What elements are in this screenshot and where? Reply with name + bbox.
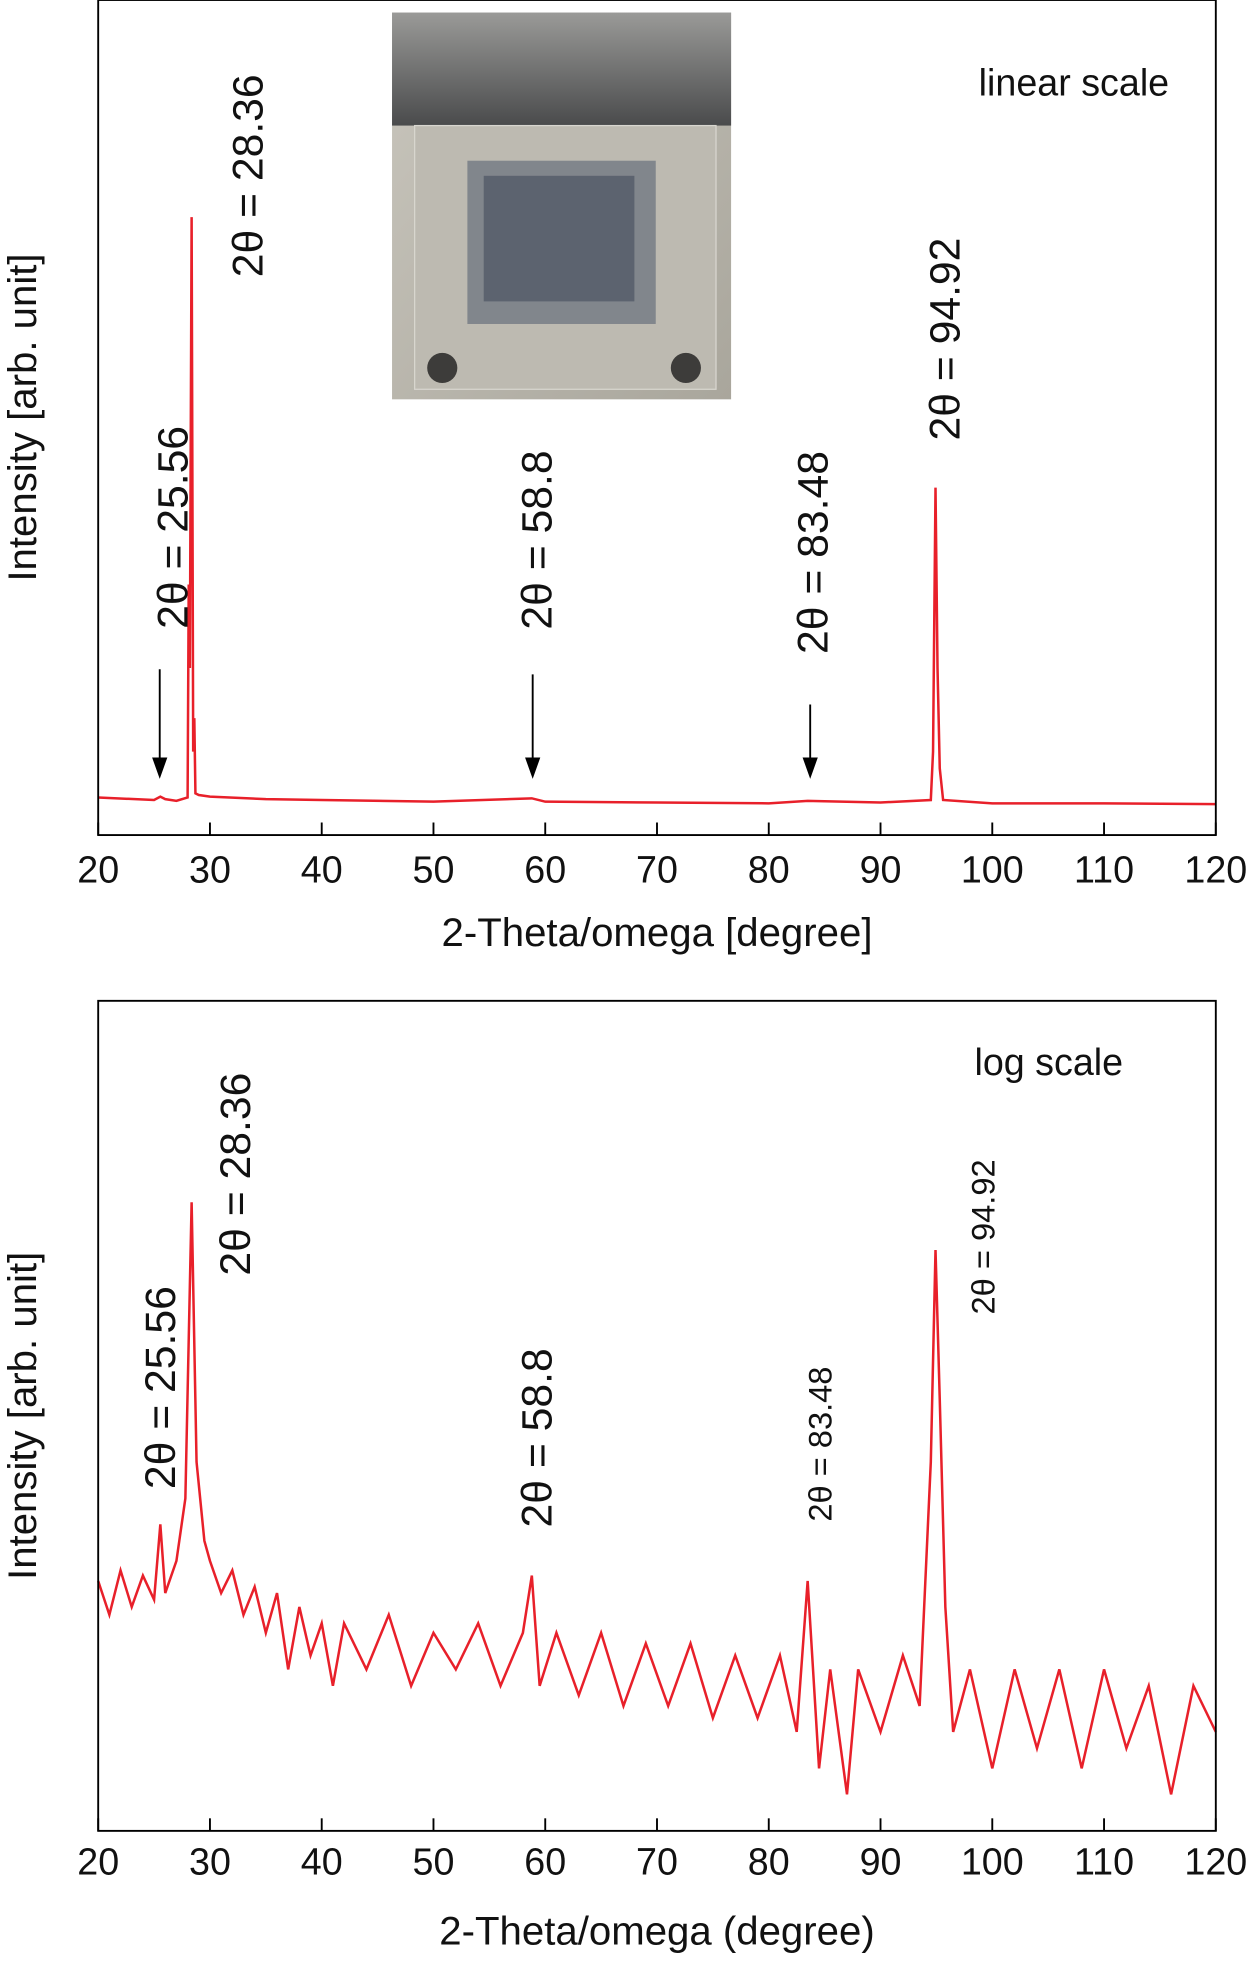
x-tick-label: 120 xyxy=(1184,1841,1247,1883)
annotation: 2θ = 58.8 xyxy=(513,450,561,629)
y-axis-label: Intensity [arb. unit] xyxy=(0,1252,45,1580)
x-tick-label: 120 xyxy=(1184,849,1247,891)
x-tick-label: 20 xyxy=(77,849,119,891)
x-tick-label: 30 xyxy=(189,849,231,891)
x-tick-label: 90 xyxy=(860,1841,902,1883)
annotation: 2θ = 28.36 xyxy=(225,74,273,277)
x-tick-label: 70 xyxy=(636,1841,678,1883)
x-tick-label: 110 xyxy=(1074,849,1134,891)
x-axis-label: 2-Theta/omega [degree] xyxy=(441,910,872,955)
annotation: 2θ = 83.48 xyxy=(801,1367,838,1522)
x-tick-label: 20 xyxy=(77,1841,119,1883)
x-tick-label: 80 xyxy=(748,849,790,891)
annotation: 2θ = 28.36 xyxy=(212,1073,260,1276)
x-tick-label: 50 xyxy=(413,849,455,891)
annotation: 2θ = 58.8 xyxy=(513,1348,561,1527)
x-tick-label: 60 xyxy=(524,849,566,891)
annotation: linear scale xyxy=(979,61,1169,103)
x-tick-label: 50 xyxy=(413,1841,455,1883)
annotation: 2θ = 94.92 xyxy=(922,238,970,441)
annotation: 2θ = 25.56 xyxy=(149,426,197,629)
x-tick-label: 30 xyxy=(189,1841,231,1883)
x-tick-label: 40 xyxy=(301,1841,343,1883)
annotation: 2θ = 25.56 xyxy=(137,1286,185,1489)
x-tick-label: 90 xyxy=(860,849,902,891)
data-line xyxy=(97,1202,1217,1795)
x-tick-label: 40 xyxy=(301,849,343,891)
x-tick-label: 110 xyxy=(1074,1841,1134,1883)
x-axis-label: 2-Theta/omega (degree) xyxy=(439,1908,874,1953)
y-axis-label: Intensity [arb. unit] xyxy=(0,253,45,581)
x-tick-label: 70 xyxy=(636,849,678,891)
x-tick-label: 100 xyxy=(961,849,1024,891)
inset-photo xyxy=(392,12,732,400)
x-tick-label: 100 xyxy=(961,1841,1024,1883)
data-line xyxy=(98,217,1216,806)
annotation: 2θ = 83.48 xyxy=(790,451,838,654)
annotation: 2θ = 94.92 xyxy=(965,1159,1002,1314)
x-tick-label: 80 xyxy=(748,1841,790,1883)
x-tick-label: 60 xyxy=(524,1841,566,1883)
arrows xyxy=(152,669,818,779)
annotation: log scale xyxy=(974,1041,1123,1083)
